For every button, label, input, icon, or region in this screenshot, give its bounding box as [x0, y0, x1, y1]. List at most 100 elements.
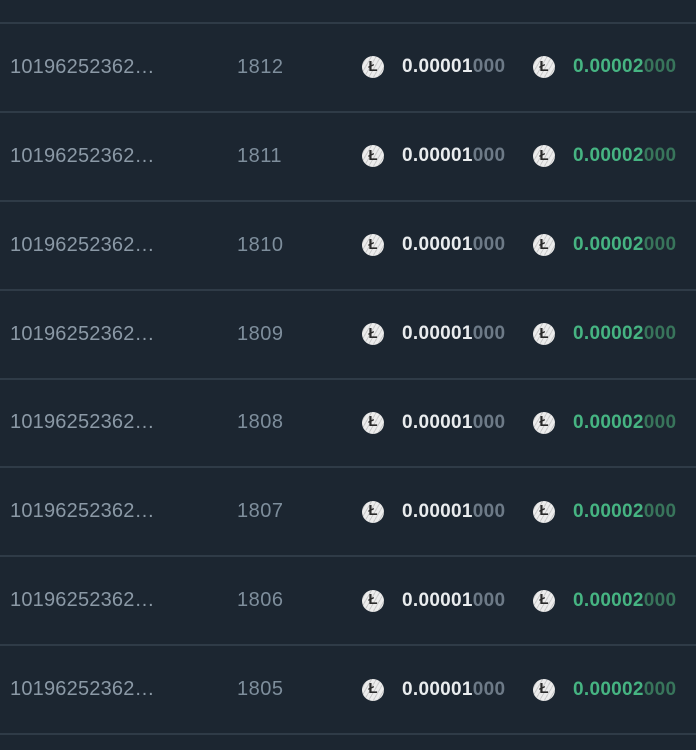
litecoin-icon: Ł: [362, 323, 384, 346]
payout-amount-trailing-zeros: 000: [643, 56, 677, 78]
payout-amount-column: Ł 0.00002000: [533, 145, 696, 168]
height-value: 1806: [237, 589, 284, 612]
bet-amount-trailing-zeros: 000: [472, 145, 506, 167]
height-value: 1811: [237, 144, 283, 167]
litecoin-icon: Ł: [362, 411, 384, 434]
litecoin-icon: Ł: [533, 500, 555, 523]
table-row[interactable]: 10196252362… 1805 Ł 0.00001000 Ł 0.00002…: [0, 646, 696, 735]
litecoin-icon: Ł: [362, 145, 384, 168]
transaction-id: 10196252362…: [10, 144, 155, 167]
litecoin-icon: Ł: [362, 678, 384, 701]
bet-amount-trailing-zeros: 000: [472, 234, 506, 256]
bet-amount-main: 0.00001: [402, 589, 473, 611]
transaction-id: 10196252362…: [10, 233, 155, 256]
payout-amount-column: Ł 0.00002000: [533, 323, 696, 346]
litecoin-icon: Ł: [533, 323, 555, 346]
bet-amount: 0.00001000: [402, 56, 505, 78]
litecoin-symbol: Ł: [368, 680, 378, 698]
litecoin-symbol: Ł: [539, 324, 549, 342]
table-row[interactable]: 10196252362… 1807 Ł 0.00001000 Ł 0.00002…: [0, 468, 696, 558]
payout-amount-main: 0.00002: [573, 589, 644, 611]
payout-amount-column: Ł 0.00002000: [533, 678, 696, 701]
litecoin-symbol: Ł: [368, 413, 378, 431]
litecoin-icon: Ł: [362, 500, 384, 523]
bet-amount-main: 0.00001: [402, 678, 473, 700]
payout-amount: 0.00002000: [573, 679, 676, 701]
payout-amount-column: Ł 0.00002000: [533, 56, 696, 79]
bet-amount-column: Ł 0.00001000: [362, 234, 533, 257]
litecoin-symbol: Ł: [539, 680, 549, 698]
transaction-id: 10196252362…: [10, 55, 155, 78]
bet-amount-column: Ł 0.00001000: [362, 500, 533, 523]
payout-amount-main: 0.00002: [573, 145, 644, 167]
litecoin-icon: Ł: [362, 56, 384, 79]
bet-amount-column: Ł 0.00001000: [362, 411, 533, 434]
bet-amount: 0.00001000: [402, 145, 505, 167]
bet-amount: 0.00001000: [402, 590, 505, 612]
table-row[interactable]: 10196252362… 1806 Ł 0.00001000 Ł 0.00002…: [0, 557, 696, 647]
payout-amount-main: 0.00002: [573, 678, 644, 700]
bet-amount-column: Ł 0.00001000: [362, 678, 533, 701]
payout-amount-main: 0.00002: [573, 323, 644, 345]
bet-amount-trailing-zeros: 000: [472, 323, 506, 345]
payout-amount-column: Ł 0.00002000: [533, 234, 696, 257]
bet-amount-main: 0.00001: [402, 411, 473, 433]
payout-amount: 0.00002000: [573, 501, 676, 523]
table-row[interactable]: 10196252362… 1810 Ł 0.00001000 Ł 0.00002…: [0, 201, 696, 291]
litecoin-icon: Ł: [533, 234, 555, 257]
transaction-id: 10196252362…: [10, 678, 155, 701]
transaction-id: 10196252362…: [10, 411, 155, 434]
litecoin-icon: Ł: [362, 589, 384, 612]
payout-amount-trailing-zeros: 000: [643, 411, 677, 433]
litecoin-icon: Ł: [533, 56, 555, 79]
payout-amount-trailing-zeros: 000: [643, 234, 677, 256]
payout-amount: 0.00002000: [573, 412, 676, 434]
litecoin-icon: Ł: [533, 411, 555, 434]
payout-amount-main: 0.00002: [573, 500, 644, 522]
table-row[interactable]: 10196252362… 1809 Ł 0.00001000 Ł 0.00002…: [0, 290, 696, 380]
payout-amount: 0.00002000: [573, 56, 676, 78]
bet-amount-main: 0.00001: [402, 234, 473, 256]
litecoin-symbol: Ł: [368, 502, 378, 520]
bet-amount-main: 0.00001: [402, 500, 473, 522]
height-value: 1807: [237, 500, 284, 523]
payout-amount-column: Ł 0.00002000: [533, 500, 696, 523]
bet-amount-column: Ł 0.00001000: [362, 145, 533, 168]
bet-amount-trailing-zeros: 000: [472, 678, 506, 700]
bet-amount: 0.00001000: [402, 412, 505, 434]
litecoin-icon: Ł: [533, 145, 555, 168]
height-value: 1809: [237, 322, 284, 345]
payout-amount: 0.00002000: [573, 590, 676, 612]
bet-amount-main: 0.00001: [402, 56, 473, 78]
height-value: 1808: [237, 411, 284, 434]
transaction-id: 10196252362…: [10, 500, 155, 523]
height-value: 1812: [237, 55, 284, 78]
transaction-id: 10196252362…: [10, 589, 155, 612]
payout-amount-trailing-zeros: 000: [643, 323, 677, 345]
table-row[interactable]: 10196252362… 1811 Ł 0.00001000 Ł 0.00002…: [0, 112, 696, 202]
payout-amount-main: 0.00002: [573, 411, 644, 433]
payout-amount-trailing-zeros: 000: [643, 500, 677, 522]
table-row[interactable]: 10196252362… 1812 Ł 0.00001000 Ł 0.00002…: [0, 24, 696, 113]
transaction-id: 10196252362…: [10, 322, 155, 345]
payout-amount: 0.00002000: [573, 145, 676, 167]
table-body: 10196252362… 1812 Ł 0.00001000 Ł 0.00002…: [0, 24, 696, 735]
litecoin-icon: Ł: [533, 678, 555, 701]
payout-amount-trailing-zeros: 000: [643, 678, 677, 700]
payout-amount: 0.00002000: [573, 323, 676, 345]
payout-amount-trailing-zeros: 000: [643, 145, 677, 167]
bet-amount: 0.00001000: [402, 501, 505, 523]
table-row-partial-bottom: [0, 735, 696, 750]
litecoin-icon: Ł: [533, 589, 555, 612]
litecoin-symbol: Ł: [539, 235, 549, 253]
height-value: 1805: [237, 678, 284, 701]
litecoin-symbol: Ł: [539, 57, 549, 75]
table-row[interactable]: 10196252362… 1808 Ł 0.00001000 Ł 0.00002…: [0, 379, 696, 469]
payout-amount-trailing-zeros: 000: [643, 589, 677, 611]
litecoin-symbol: Ł: [539, 146, 549, 164]
payout-amount-main: 0.00002: [573, 56, 644, 78]
bet-amount-column: Ł 0.00001000: [362, 323, 533, 346]
litecoin-icon: Ł: [362, 234, 384, 257]
litecoin-symbol: Ł: [368, 591, 378, 609]
payout-amount-column: Ł 0.00002000: [533, 411, 696, 434]
